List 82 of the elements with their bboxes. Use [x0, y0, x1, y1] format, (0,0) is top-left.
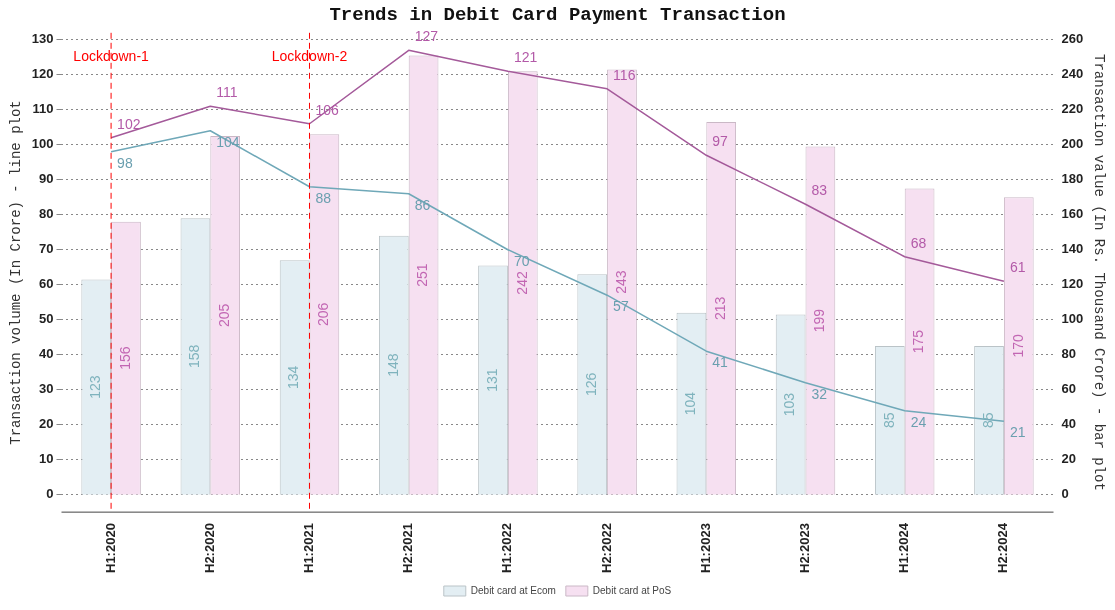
data-label: 85 [880, 412, 897, 429]
data-label: 111 [216, 84, 238, 101]
chart-title: Trends in Debit Card Payment Transaction [329, 4, 786, 27]
y-tick-label: 40 [39, 346, 54, 362]
x-tick-label: H2:2023 [797, 523, 813, 574]
data-label: 103 [781, 392, 798, 417]
y2-tick-label: 0 [1061, 486, 1069, 502]
y-tick-label: 0 [46, 486, 54, 502]
y2-axis-title: Transaction value (In Rs. Thousand Crore) - bar plot [1090, 54, 1107, 491]
y2-tick-label: 100 [1061, 311, 1084, 327]
data-label: 175 [910, 329, 927, 354]
data-label: 205 [216, 303, 233, 328]
data-label: 24 [910, 413, 927, 430]
legend-label: Debit card at PoS [592, 584, 672, 596]
y-tick-label: 10 [39, 451, 54, 467]
y-tick-label: 30 [39, 381, 54, 397]
data-label: 123 [87, 375, 104, 399]
x-tick-label: H1:2024 [896, 522, 912, 574]
y-tick-label: 90 [39, 171, 54, 187]
data-label: 243 [612, 270, 629, 294]
y-axis-title: Transaction volume (In Crore) - line plot [8, 100, 25, 445]
data-label: 206 [315, 302, 332, 327]
data-label: 242 [513, 271, 530, 295]
data-label: 21 [1009, 424, 1026, 441]
data-label: 126 [583, 372, 600, 397]
y2-tick-label: 120 [1061, 276, 1084, 292]
x-tick-label: H1:2020 [102, 523, 118, 574]
x-tick-label: H2:2022 [598, 523, 614, 574]
y-tick-label: 60 [39, 276, 54, 292]
y2-tick-label: 180 [1061, 171, 1084, 187]
data-label: 57 [613, 298, 629, 315]
data-label: 88 [315, 189, 332, 206]
data-label: 83 [811, 182, 828, 199]
data-label: 102 [117, 115, 141, 132]
x-tick-label: H1:2021 [301, 523, 317, 574]
data-label: 98 [117, 154, 133, 171]
y2-tick-label: 140 [1061, 241, 1084, 257]
data-label: 104 [682, 391, 699, 416]
legend-label: Debit card at Ecom [470, 584, 556, 596]
ref-line-label: Lockdown-1 [73, 48, 150, 65]
data-label: 199 [811, 308, 828, 333]
y2-tick-label: 200 [1061, 136, 1084, 152]
ref-line-label: Lockdown-2 [271, 48, 348, 65]
y-tick-label: 100 [31, 136, 54, 152]
data-label: 121 [513, 49, 538, 66]
data-label: 251 [414, 263, 431, 287]
data-label: 32 [811, 385, 828, 402]
y2-tick-label: 20 [1061, 451, 1076, 467]
x-tick-label: H1:2022 [499, 523, 515, 574]
data-label: 158 [186, 344, 203, 369]
data-label: 85 [979, 412, 996, 429]
data-label: 170 [1009, 334, 1026, 358]
y-tick-label: 120 [31, 66, 54, 82]
x-tick-label: H2:2020 [201, 523, 217, 574]
y-tick-label: 110 [32, 101, 54, 117]
data-label: 70 [513, 252, 530, 269]
y-tick-label: 130 [31, 31, 54, 47]
data-label: 156 [116, 346, 133, 370]
y2-tick-label: 60 [1061, 381, 1076, 397]
data-label: 148 [384, 353, 401, 377]
y2-tick-label: 80 [1061, 346, 1076, 362]
data-label: 134 [285, 365, 302, 390]
y-tick-label: 70 [39, 241, 54, 257]
data-label: 68 [910, 234, 927, 251]
data-label: 131 [483, 368, 500, 392]
x-tick-label: H1:2023 [697, 523, 713, 574]
y-tick-label: 80 [39, 206, 54, 222]
data-label: 213 [712, 296, 729, 321]
x-tick-label: H2:2021 [400, 523, 416, 574]
data-label: 116 [613, 66, 636, 83]
y2-tick-label: 40 [1061, 416, 1076, 432]
y2-tick-label: 160 [1061, 206, 1084, 222]
y-tick-label: 50 [39, 311, 54, 327]
y-tick-label: 20 [39, 416, 54, 432]
y2-tick-label: 220 [1061, 101, 1084, 117]
data-label: 41 [712, 354, 729, 371]
y2-tick-label: 240 [1061, 66, 1084, 82]
y2-tick-label: 260 [1061, 31, 1084, 47]
data-label: 127 [414, 28, 439, 45]
data-label: 97 [712, 133, 729, 150]
data-label: 61 [1009, 259, 1026, 276]
x-tick-label: H2:2024 [995, 522, 1011, 574]
